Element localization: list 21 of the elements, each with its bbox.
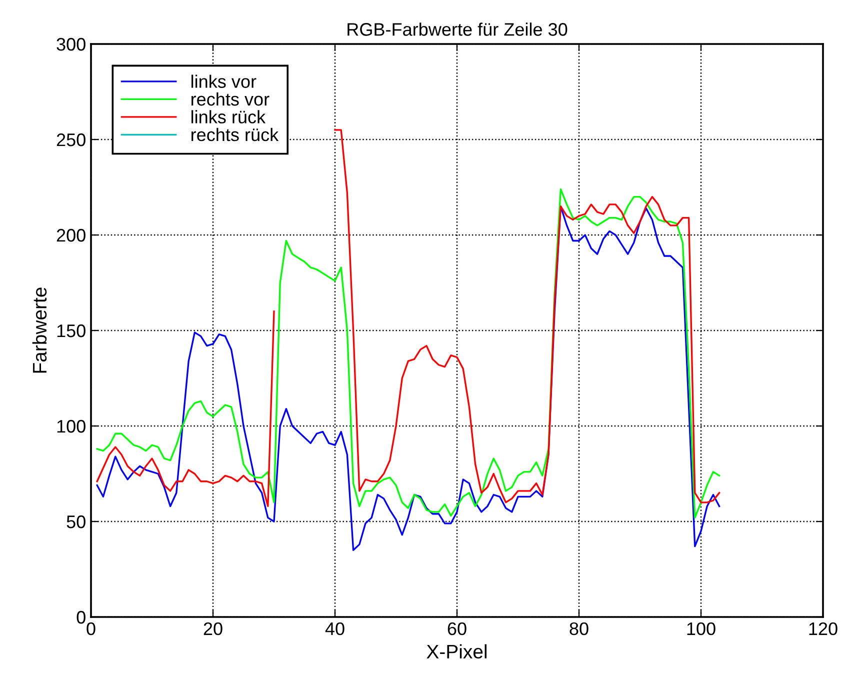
x-tick-label: 80 [570,622,588,636]
x-tick-label: 100 [687,622,716,636]
legend-label: rechts rück [192,128,279,142]
y-axis-title: Farbwerte [32,288,47,373]
x-tick-label: 0 [86,622,96,636]
legend-label: links rück [192,110,266,124]
x-tick-label: 120 [809,622,838,636]
x-tick-label: 20 [204,622,222,636]
x-tick-label: 40 [325,622,344,636]
y-tick-label: 0 [76,610,86,624]
y-tick-label: 250 [56,133,86,146]
x-axis-title: X-Pixel [426,644,486,659]
legend-label: rechts vor [192,92,270,106]
y-tick-label: 200 [56,228,86,242]
x-tick-label: 60 [448,622,466,636]
chart-title: RGB-Farbwerte für Zeile 30 [348,22,568,36]
y-tick-label: 300 [56,38,86,51]
y-tick-label: 50 [66,515,86,528]
legend-label: links vor [192,74,256,88]
y-tick-label: 100 [57,420,86,433]
y-tick-label: 150 [57,324,86,338]
